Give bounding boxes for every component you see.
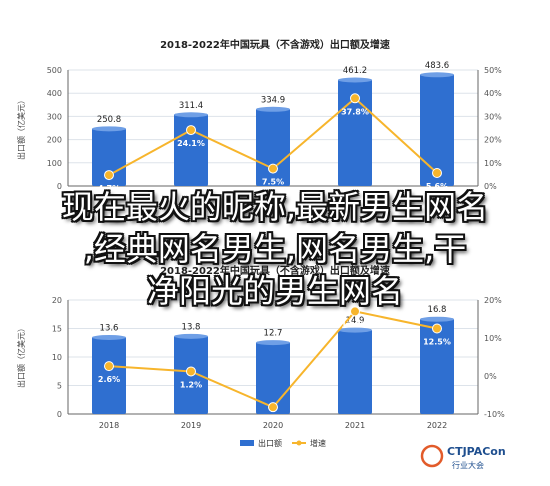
y-tick-right: 10%	[484, 159, 502, 168]
y-tick-left: 500	[47, 66, 62, 75]
growth-point	[104, 361, 114, 372]
growth-point	[350, 306, 360, 317]
bar-value-label: 13.6	[100, 323, 119, 333]
y-tick-left: 200	[47, 136, 62, 145]
ctjpa-logo-mark	[420, 444, 444, 468]
x-tick: 2020	[263, 421, 283, 430]
y-axis-label-1: 出口额（亿美元）	[16, 96, 26, 160]
growth-value-label: 17.0%	[341, 320, 369, 329]
growth-point	[104, 170, 114, 181]
bar-value-label: 311.4	[179, 101, 203, 111]
legend-swatch-bar	[240, 440, 254, 446]
growth-point	[432, 323, 442, 334]
growth-point	[186, 125, 196, 136]
chart-title-1: 2018-2022年中国玩具（不含游戏）出口额及增速	[160, 38, 390, 51]
bar-value-label: 483.6	[425, 61, 449, 71]
y-tick-left: 5	[57, 382, 62, 391]
y-tick-right: 20%	[484, 296, 502, 305]
x-tick: 2022	[427, 421, 447, 430]
bar-2019	[174, 113, 208, 186]
y-tick-left: 300	[47, 112, 62, 121]
y-tick-left: 10	[52, 353, 62, 362]
growth-value-label: 37.8%	[341, 107, 369, 116]
bar-value-label: 334.9	[261, 95, 285, 105]
bar-value-label: 16.8	[428, 305, 447, 315]
growth-point	[268, 402, 278, 413]
growth-value-label: 2.6%	[98, 375, 120, 384]
y-tick-right: 50%	[484, 66, 502, 75]
bar-cap	[256, 106, 290, 112]
ctjpa-logo-subtitle: 行业大会	[452, 460, 484, 470]
bar-2022	[420, 73, 454, 186]
y-tick-right: 20%	[484, 136, 502, 145]
legend-label-bar: 出口额	[258, 438, 282, 448]
bar-cap	[92, 126, 126, 132]
y-tick-left: 100	[47, 159, 62, 168]
growth-value-label: 1.2%	[180, 380, 202, 389]
y-tick-left: 0	[57, 182, 62, 191]
x-tick: 2018	[99, 421, 119, 430]
y-tick-right: 30%	[484, 112, 502, 121]
growth-value-label: 12.5%	[423, 338, 451, 347]
bar-cap	[338, 327, 372, 333]
y-tick-left: 15	[52, 325, 62, 334]
chart-title-2: 2018-2022年中国玩具（不含游戏）出口额及增速	[160, 264, 390, 277]
y-tick-left: 400	[47, 89, 62, 98]
bar-cap	[92, 334, 126, 340]
overlay-line-1: 现在最火的昵称,最新男生网名	[61, 188, 489, 226]
bar-2022	[420, 318, 454, 414]
y-tick-right: 0%	[484, 372, 497, 381]
growth-value-label: 5.6%	[426, 182, 448, 191]
bar-value-label: 461.2	[343, 66, 367, 76]
legend-label-line: 增速	[310, 438, 326, 448]
y-tick-left: 0	[57, 410, 62, 419]
bar-2018	[92, 336, 126, 414]
bar-2020	[256, 108, 290, 186]
x-tick: 2021	[345, 421, 365, 430]
y-tick-right: 40%	[484, 89, 502, 98]
bar-cap	[338, 77, 372, 83]
growth-value-label: -8.2%	[260, 416, 286, 425]
bar-value-label: 14.9	[346, 316, 365, 326]
bar-cap	[420, 72, 454, 78]
growth-point	[186, 366, 196, 377]
y-tick-left: 20	[52, 296, 62, 305]
bar-value-label: 250.8	[97, 115, 121, 125]
overlay-line-3: 净阳光的男生网名	[146, 272, 403, 310]
bar-cap	[420, 316, 454, 322]
ctjpa-logo-brand: CTJPACon	[447, 445, 506, 458]
growth-value-label: 24.1%	[177, 139, 205, 148]
bar-cap	[174, 333, 208, 339]
x-tick: 2019	[181, 421, 201, 430]
y-tick-right: 10%	[484, 334, 502, 343]
y-axis-label-2: 出口额（亿美元）	[16, 324, 26, 388]
y-tick-right: -10%	[484, 410, 505, 419]
overlay-caption: 现在最火的昵称,最新男生网名 ,经典网名男生,网名男生,干 净阳光的男生网名	[0, 186, 550, 312]
overlay-line-2: ,经典网名男生,网名男生,干	[83, 230, 467, 268]
legend-swatch-dot	[296, 440, 302, 446]
bar-cap	[256, 340, 290, 346]
growth-value-label: 7.5%	[262, 178, 284, 187]
bar-cap	[174, 112, 208, 118]
growth-value-label: 4.7%	[98, 184, 120, 193]
bar-value-label: 13.8	[182, 322, 201, 332]
growth-point	[432, 168, 442, 179]
bar-2021	[338, 329, 372, 414]
growth-point	[350, 93, 360, 104]
y-tick-right: 0%	[484, 182, 497, 191]
growth-point	[268, 163, 278, 174]
bar-value-label: 12.7	[264, 329, 283, 339]
